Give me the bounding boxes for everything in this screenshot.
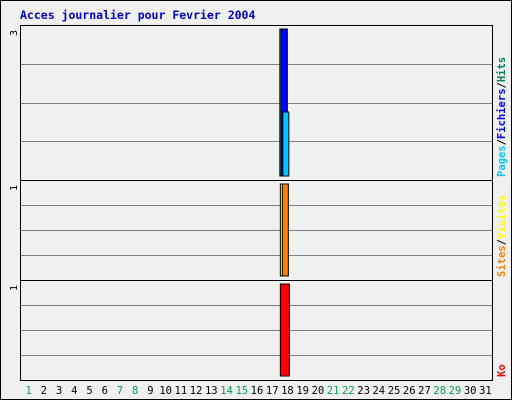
x-tick-label-day-29: 29 [449,385,462,397]
x-tick-label-day-11: 11 [175,385,188,397]
x-tick-label-day-15: 15 [235,385,248,397]
x-tick-label-day-16: 16 [251,385,264,397]
x-tick-label-day-30: 30 [464,385,477,397]
panel-frame-kbytes [20,280,493,381]
x-tick-label-day-31: 31 [479,385,492,397]
legend-entry: Visites [496,195,508,239]
x-tick-label-day-19: 19 [296,385,309,397]
legend-entry: / [496,239,508,245]
x-tick-label-day-17: 17 [266,385,279,397]
legend-entry: / [496,82,508,88]
x-tick-label-day-4: 4 [71,385,77,397]
x-tick-label-day-6: 6 [102,385,108,397]
x-tick-label-day-7: 7 [117,385,123,397]
legend-entry: / [496,139,508,145]
panel-visits: 1 Sites/Visites [9,180,508,281]
x-tick-label-day-13: 13 [205,385,218,397]
x-tick-label-day-23: 23 [357,385,370,397]
y-max-label-hits: 3 [9,30,20,36]
legend-entry: Sites [496,245,508,277]
bar-hits-pages-day-18 [282,111,290,177]
x-tick-label-day-24: 24 [372,385,385,397]
legend-entry: Hits [496,57,508,82]
x-tick-label-day-20: 20 [312,385,325,397]
legend-entry: Ko [496,364,508,377]
legend-hits: Pages/Fichiers/Hits [496,57,508,177]
legend-entry: Fichiers [496,88,508,139]
x-tick-label-day-2: 2 [41,385,47,397]
x-tick-label-day-1: 1 [25,385,31,397]
bar-visits-sites-day-18 [281,183,289,277]
y-max-label-visits: 1 [9,185,20,191]
bar-kbytes-kbytes-day-18 [279,283,290,377]
chart-title: Acces journalier pour Fevrier 2004 [20,8,255,22]
x-tick-label-day-9: 9 [147,385,153,397]
x-tick-label-day-5: 5 [86,385,92,397]
x-tick-label-day-25: 25 [388,385,401,397]
x-tick-label-day-10: 10 [159,385,172,397]
y-max-label-kbytes: 1 [9,285,20,291]
x-tick-label-day-26: 26 [403,385,416,397]
legend-entry: Pages [496,145,508,177]
legend-kbytes: Ko [496,364,508,377]
x-tick-label-day-14: 14 [220,385,233,397]
panel-kbytes: 1 Ko [9,280,508,381]
x-axis-day-labels: 1 2 3 4 5 6 7 8 9 10 11 12 13 14 15 16 17 18 19 20 21 22 23 24 2… [25,385,491,397]
x-tick-label-day-8: 8 [132,385,138,397]
x-tick-label-day-22: 22 [342,385,355,397]
x-tick-label-day-21: 21 [327,385,340,397]
x-tick-label-day-28: 28 [433,385,446,397]
x-tick-label-day-18: 18 [281,385,294,397]
x-tick-label-day-12: 12 [190,385,203,397]
legend-visits: Sites/Visites [496,195,508,277]
x-tick-label-day-3: 3 [56,385,62,397]
x-tick-label-day-27: 27 [418,385,431,397]
